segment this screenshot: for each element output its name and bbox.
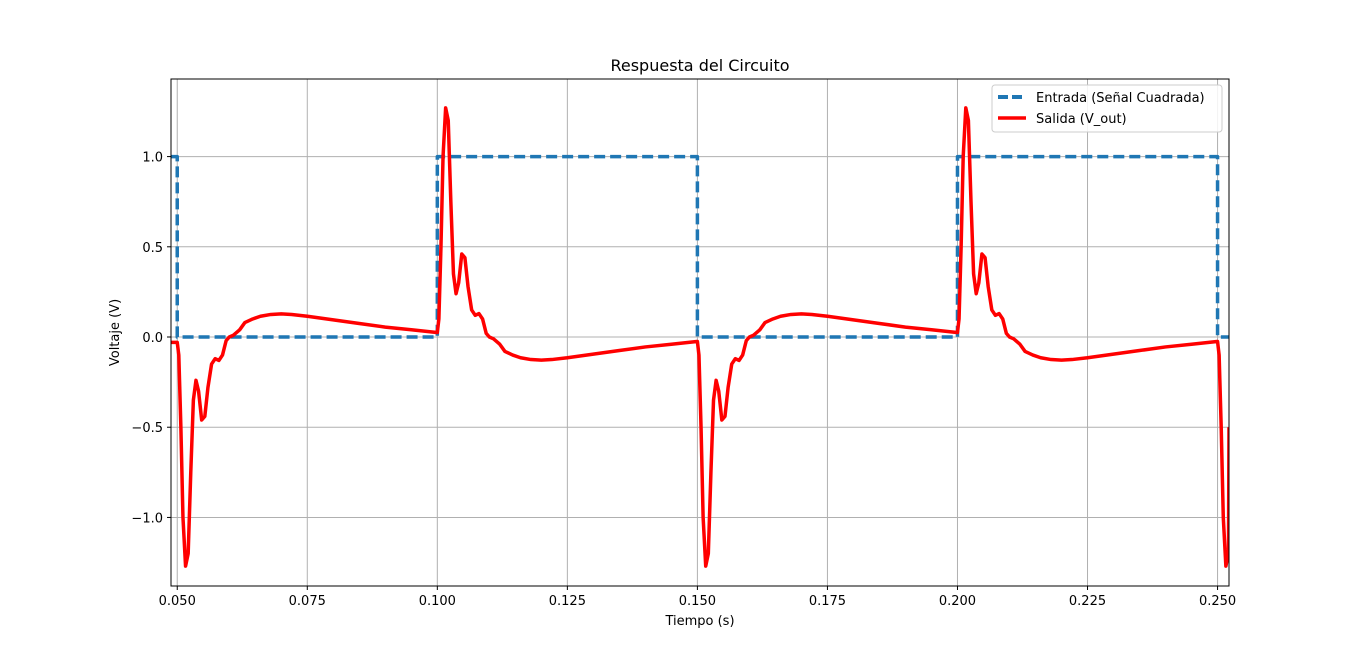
- x-tick-label: 0.150: [679, 594, 716, 609]
- y-axis-label: Voltaje (V): [108, 299, 123, 366]
- x-tick-label: 0.200: [939, 594, 976, 609]
- legend-box: [991, 84, 1223, 133]
- series-layer: [171, 106, 1229, 568]
- series-line-entrada: [171, 154, 1229, 339]
- x-tick-label: 0.075: [289, 594, 326, 609]
- x-tick-label: 0.125: [549, 594, 586, 609]
- y-tick-label: −1.0: [131, 511, 163, 526]
- x-tick-label: 0.250: [1199, 594, 1236, 609]
- plot-frame: [170, 78, 1230, 587]
- x-tick-label: 0.100: [419, 594, 456, 609]
- legend-label-salida: Salida (V_out): [1036, 112, 1127, 127]
- series-line-salida: [171, 106, 1229, 568]
- y-tick-label: 0.5: [142, 241, 163, 256]
- x-axis-label: Tiempo (s): [664, 614, 734, 629]
- x-tick-label: 0.225: [1069, 594, 1106, 609]
- y-tick-label: −0.5: [131, 421, 163, 436]
- x-tick-label: 0.050: [159, 594, 196, 609]
- x-tick-label: 0.175: [809, 594, 846, 609]
- legend-label-entrada: Entrada (Señal Cuadrada): [1036, 91, 1205, 106]
- legend: Entrada (Señal Cuadrada) Salida (V_out): [991, 84, 1223, 133]
- chart-title: Respuesta del Circuito: [610, 56, 789, 75]
- axis-ticks: 0.050 0.075 0.100 0.125 0.150 0.175 0.200 0.225…: [131, 151, 1236, 609]
- y-tick-label: 1.0: [142, 151, 163, 166]
- y-tick-label: 0.0: [142, 331, 163, 346]
